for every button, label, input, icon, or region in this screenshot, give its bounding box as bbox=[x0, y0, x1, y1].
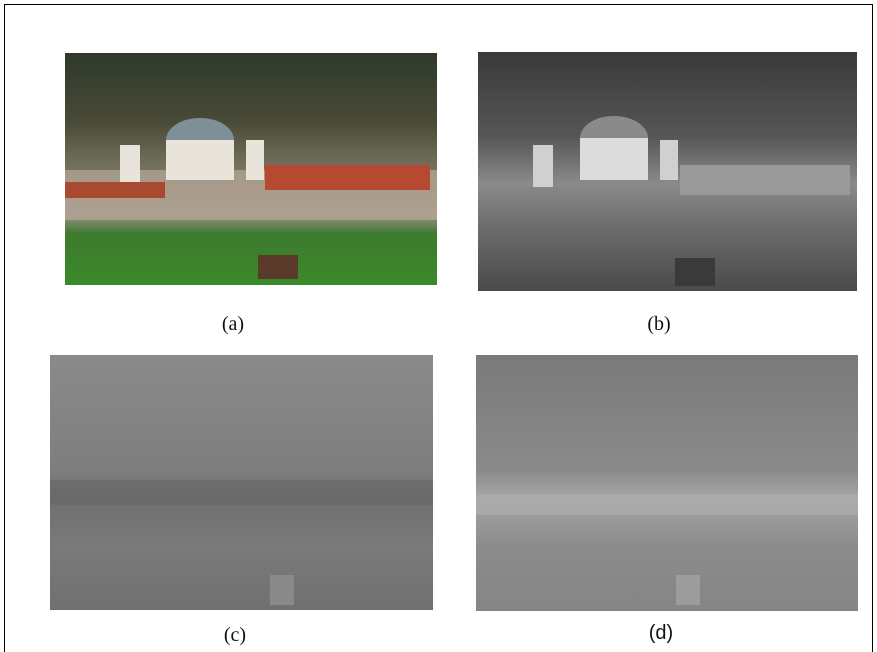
caption: (d) bbox=[649, 622, 673, 645]
image-d bbox=[476, 355, 858, 611]
image-b bbox=[478, 52, 857, 291]
image-a bbox=[65, 53, 437, 285]
caption: (c) bbox=[224, 624, 246, 647]
caption: (a) bbox=[222, 313, 244, 336]
figure-page: (a) (b) (c) (d) bbox=[0, 0, 877, 652]
caption: (b) bbox=[647, 313, 670, 336]
image-c bbox=[50, 355, 433, 610]
figure bbox=[0, 0, 877, 652]
